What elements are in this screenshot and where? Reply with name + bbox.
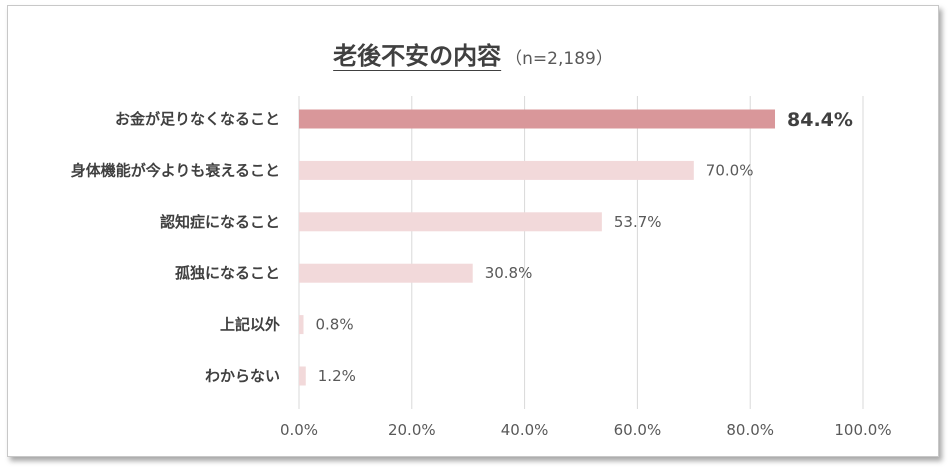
bar (299, 109, 776, 129)
category-label: わからない (205, 367, 280, 385)
x-tick-label: 0.0% (280, 421, 318, 439)
x-tick-label: 40.0% (501, 421, 549, 439)
bar (299, 263, 473, 283)
x-tick-label: 80.0% (726, 421, 774, 439)
bar (299, 160, 694, 180)
chart-title: 老後不安の内容 (333, 42, 502, 70)
data-label: 0.8% (316, 316, 354, 334)
category-label: お金が足りなくなること (115, 110, 280, 128)
x-tick-label: 20.0% (388, 421, 436, 439)
bar (299, 366, 306, 386)
category-label: 身体機能が今よりも衰えること (71, 161, 280, 179)
category-label: 認知症になること (160, 213, 280, 231)
chart-title-block: 老後不安の内容 （n=2,189） (8, 36, 938, 71)
data-label: 70.0% (706, 161, 754, 179)
bar-chart-plot: 0.0% 20.0% 40.0% 60.0% 80.0% 100.0% お金が足りなくなるこ… (71, 96, 892, 439)
data-label: 84.4% (787, 109, 853, 131)
x-tick-label: 100.0% (834, 421, 891, 439)
x-tick-label: 60.0% (614, 421, 662, 439)
chart-frame: 老後不安の内容 （n=2,189） 0.0% 20.0% 40.0% 60.0% 80.0… (7, 5, 939, 457)
data-label: 1.2% (318, 367, 356, 385)
data-label: 53.7% (614, 213, 662, 231)
data-label: 30.8% (485, 264, 533, 282)
sample-size-note: （n=2,189） (505, 49, 613, 69)
bar (299, 212, 602, 232)
category-label: 上記以外 (220, 316, 280, 334)
category-label: 孤独になること (175, 264, 280, 282)
bar (299, 315, 304, 335)
